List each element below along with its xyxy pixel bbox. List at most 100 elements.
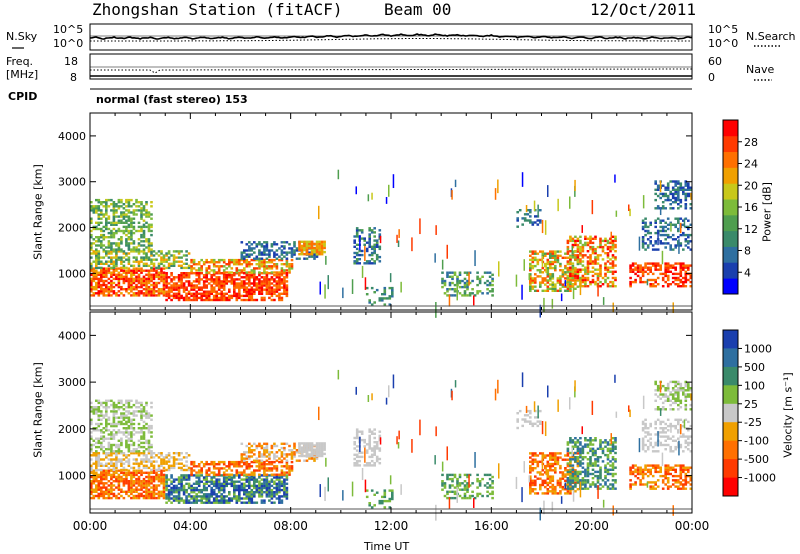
heatmap-cell [90,408,93,411]
heatmap-cell [90,285,93,289]
heatmap-cell [233,460,236,464]
heatmap-cell [265,257,269,260]
heatmap-cell [105,418,108,421]
heatmap-cell [137,475,141,479]
heatmap-cell [363,445,366,448]
heatmap-cell [222,476,226,479]
heatmap-cell [150,294,153,297]
heatmap-cell [363,438,366,442]
heatmap-cell [263,453,266,456]
heatmap-cell [90,458,93,461]
heatmap-cell [549,260,552,264]
heatmap-cell [95,480,98,483]
heatmap-cell [651,262,655,265]
heatmap-cell [110,266,113,270]
heatmap-cell [157,277,161,281]
heatmap-cell [611,266,615,269]
heatmap-cell [195,280,198,283]
heatmap-cell [222,480,226,483]
heatmap-cell [172,486,176,490]
heatmap-cell [323,250,326,254]
heatmap-cell [591,237,595,240]
heatmap-cell [112,231,116,235]
heatmap-cell [388,489,392,492]
heatmap-cell [145,482,148,485]
heatmap-cell [102,416,106,419]
heatmap-cell [120,277,123,281]
heatmap-cell [127,211,131,214]
heatmap-cell [258,488,261,492]
heatmap-cell [478,482,482,485]
heatmap-cell [280,282,284,285]
heatmap-cell [175,276,178,279]
heatmap-cell [263,469,266,472]
heatmap-cell [661,272,665,276]
heatmap-cell [255,284,259,287]
heatmap-cell [210,486,213,490]
heatmap-cell [180,284,183,287]
heatmap-cell [90,207,93,210]
heatmap-cell [117,482,121,485]
heatmap-cell [125,490,128,493]
heatmap-cell [265,484,269,488]
heatmap-cell [210,274,213,277]
heatmap-cell [591,252,595,255]
heatmap-cell [388,303,392,306]
heatmap-cell [130,427,133,430]
heatmap-cell [674,190,677,194]
heatmap-cell [248,449,251,452]
heatmap-cell [147,225,151,229]
heatmap-cell [392,174,395,189]
heatmap-cell [303,244,306,248]
heatmap-cell [283,288,286,291]
heatmap-cell [253,460,256,464]
heatmap-cell [217,480,221,483]
heatmap-cell [147,473,151,477]
heatmap-cell [120,450,123,453]
heatmap-cell [463,290,467,293]
heatmap-cell [240,286,244,289]
heatmap-cell [92,271,96,274]
heatmap-cell [132,448,136,451]
heatmap-cell [115,424,118,428]
heatmap-cell [383,493,387,496]
heatmap-cell [187,486,191,490]
heatmap-cell [559,262,562,266]
heatmap-cell [536,275,540,278]
heatmap-cell [185,468,188,472]
heatmap-cell [275,253,279,256]
heatmap-cell [167,484,171,488]
heatmap-cell [152,460,156,463]
heatmap-cell [105,217,108,220]
heatmap-cell [240,284,244,287]
heatmap-cell [664,194,667,198]
heatmap-cell [210,284,213,287]
heatmap-cell [212,499,216,502]
heatmap-cell [215,495,218,498]
heatmap-cell [255,486,259,490]
heatmap-cell [659,268,662,271]
heatmap-cell [255,288,259,291]
heatmap-cell [240,263,244,266]
heatmap-cell [235,495,239,498]
heatmap-cell [258,467,261,470]
heatmap-cell [298,454,301,458]
heatmap-cell [132,231,136,235]
heatmap-cell [107,458,111,461]
heatmap-cell [586,264,590,267]
heatmap-cell [228,482,231,485]
heatmap-cell [684,225,688,229]
heatmap-cell [220,290,223,293]
heatmap-cell [135,410,138,413]
heatmap-cell [253,271,256,274]
heatmap-cell [599,243,602,247]
heatmap-cell [122,281,126,285]
heatmap-cell [157,264,161,267]
heatmap-cell [207,292,211,295]
heatmap-cell [157,477,161,481]
heatmap-cell [679,262,683,265]
heatmap-cell [258,465,261,468]
heatmap-cell [248,288,251,291]
heatmap-cell [260,296,264,300]
heatmap-cell [122,427,126,430]
